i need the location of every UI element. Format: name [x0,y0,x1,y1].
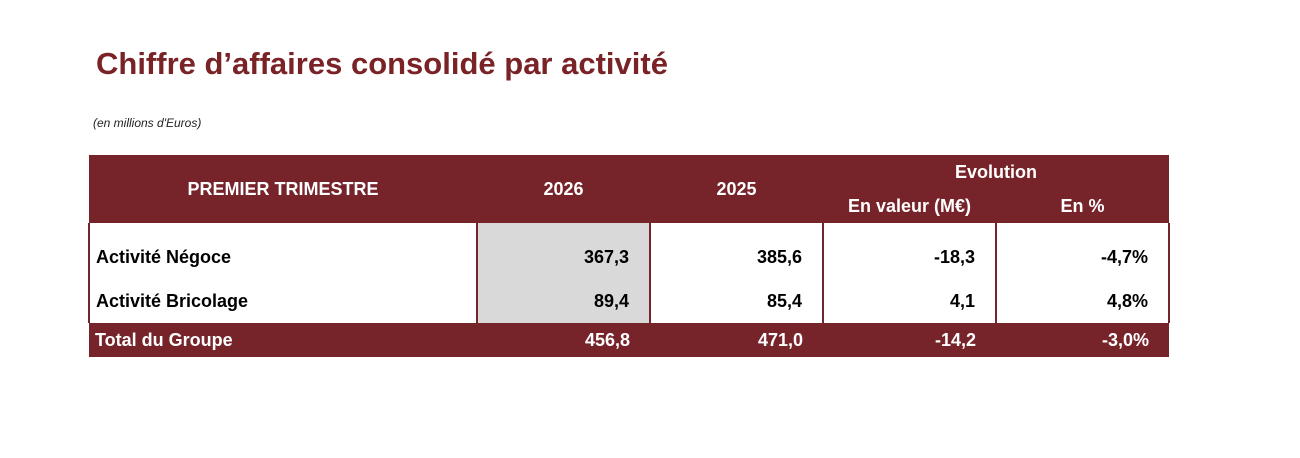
cell-2025: 85,4 [650,280,824,323]
total-2025: 471,0 [650,323,823,357]
total-delta: -14,2 [823,323,996,357]
total-row: Total du Groupe 456,8 471,0 -14,2 -3,0% [89,323,1169,357]
header-period: PREMIER TRIMESTRE [89,155,477,223]
cell-pct: -4,7% [996,235,1170,280]
row-label: Activité Négoce [88,235,478,280]
spacer-cell [88,223,478,235]
total-label: Total du Groupe [89,323,477,357]
table-row: Activité Négoce 367,3 385,6 -18,3 -4,7% [88,235,1170,280]
unit-note: (en millions d'Euros) [93,116,202,130]
spacer-cell [996,223,1170,235]
header-year-current: 2026 [477,155,650,223]
spacer-cell [650,223,824,235]
cell-pct: 4,8% [996,280,1170,323]
header-year-previous: 2025 [650,155,823,223]
header-evo-pct: En % [996,189,1169,223]
cell-2026: 367,3 [477,235,651,280]
cell-delta: 4,1 [823,280,997,323]
header-evo-value: En valeur (M€) [823,189,996,223]
total-2026: 456,8 [477,323,650,357]
cell-2026: 89,4 [477,280,651,323]
revenue-table: PREMIER TRIMESTRE 2026 2025 Evolution En… [88,155,1170,357]
total-pct: -3,0% [996,323,1169,357]
spacer-cell [477,223,651,235]
spacer-cell [823,223,997,235]
cell-delta: -18,3 [823,235,997,280]
page-title: Chiffre d’affaires consolidé par activit… [96,46,668,81]
table-header: PREMIER TRIMESTRE 2026 2025 Evolution En… [89,155,1169,223]
table-row: Activité Bricolage 89,4 85,4 4,1 4,8% [88,280,1170,323]
cell-2025: 385,6 [650,235,824,280]
header-evolution: Evolution [823,155,1169,189]
row-label: Activité Bricolage [88,280,478,323]
